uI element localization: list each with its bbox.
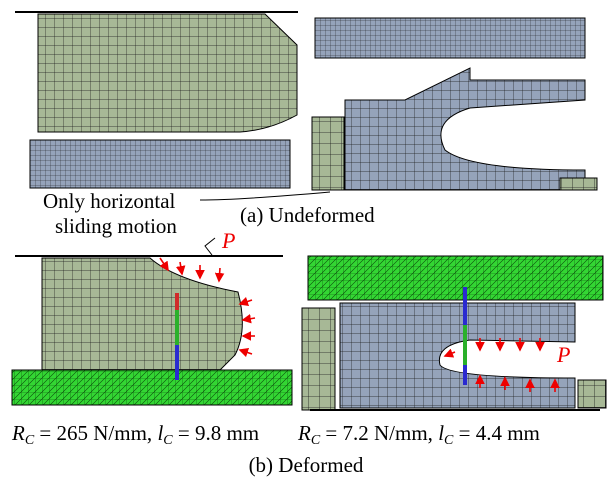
figure: Only horizontal sliding motion (a) Undef… [0, 0, 613, 483]
symbol: R [11, 421, 25, 445]
value: = 9.8 mm [173, 421, 260, 445]
mesh-block [312, 117, 344, 190]
mesh-block [302, 308, 335, 410]
note: Only horizontal [43, 189, 176, 213]
mesh-block [560, 178, 597, 190]
load-label: P [556, 342, 570, 367]
value: = 4.4 mm [453, 421, 540, 445]
result: RC = 7.2 N/mm, lC = 4.4 mm [297, 421, 540, 448]
mesh-green [42, 258, 242, 370]
mesh-blue [340, 303, 575, 408]
mesh-substrate [12, 370, 292, 405]
mesh-green [38, 14, 297, 132]
caption: (b) Deformed [249, 453, 364, 477]
result: RC = 265 N/mm, lC = 9.8 mm [11, 421, 259, 448]
caption: (a) Undeformed [240, 203, 375, 227]
note: sliding motion [55, 214, 177, 238]
mesh-block [578, 380, 606, 408]
mesh-top [308, 256, 603, 300]
load-label: P [221, 228, 235, 253]
mesh-substrate [30, 140, 290, 188]
mesh-top [315, 18, 585, 58]
value: = 265 N/mm, [34, 421, 157, 445]
value: = 7.2 N/mm, [320, 421, 438, 445]
symbol: R [297, 421, 311, 445]
mesh-blue [345, 68, 585, 190]
